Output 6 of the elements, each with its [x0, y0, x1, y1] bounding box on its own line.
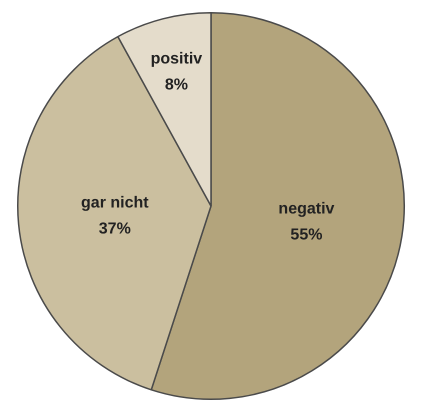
- data-label: 55%: [290, 226, 322, 244]
- slice-label: negativ: [278, 200, 335, 218]
- data-label: 37%: [98, 220, 131, 238]
- slice-label: positiv: [150, 50, 202, 68]
- data-label: 8%: [164, 76, 188, 94]
- slice-label: gar nicht: [81, 194, 150, 212]
